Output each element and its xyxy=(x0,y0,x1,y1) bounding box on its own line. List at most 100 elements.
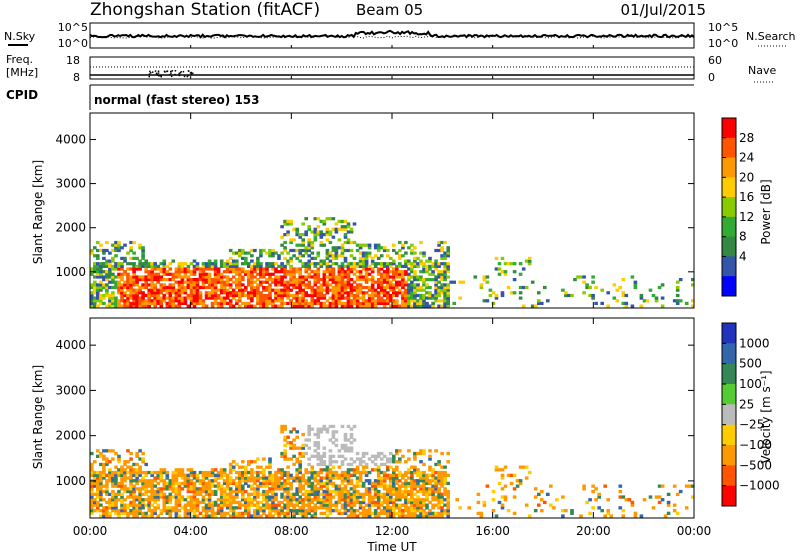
data-cell xyxy=(253,481,257,486)
data-cell xyxy=(684,484,689,488)
data-cell xyxy=(105,240,109,245)
data-cell xyxy=(99,248,103,253)
data-cell xyxy=(111,278,115,282)
data-cell xyxy=(108,270,112,274)
data-cell xyxy=(268,481,272,486)
data-cell xyxy=(370,299,375,303)
data-cell xyxy=(343,285,348,290)
data-cell xyxy=(533,487,538,491)
data-cell xyxy=(373,288,378,292)
data-cell xyxy=(204,489,209,494)
data-cell xyxy=(313,270,318,274)
data-cell xyxy=(382,272,387,276)
data-cell xyxy=(159,275,164,279)
data-cell xyxy=(543,285,547,290)
data-cell xyxy=(201,481,206,486)
data-cell xyxy=(183,291,188,295)
data-cell xyxy=(337,484,342,488)
data-cell xyxy=(660,484,665,488)
data-cell xyxy=(310,299,315,303)
data-cell xyxy=(364,270,369,274)
data-cell xyxy=(102,509,106,513)
data-cell xyxy=(277,487,281,491)
data-cell xyxy=(379,509,384,513)
data-cell xyxy=(201,514,206,518)
data-cell xyxy=(141,479,145,483)
data-cell xyxy=(244,473,248,477)
data-cell xyxy=(108,506,112,510)
data-cell xyxy=(129,503,133,507)
data-cell xyxy=(192,283,197,287)
data-cell xyxy=(346,449,351,453)
data-cell xyxy=(165,495,170,499)
data-cell xyxy=(111,285,115,290)
data-cell xyxy=(120,293,124,298)
data-cell xyxy=(428,259,432,263)
data-cell xyxy=(343,291,348,295)
data-cell xyxy=(376,454,381,458)
data-cell xyxy=(262,248,266,253)
data-cell xyxy=(292,462,296,467)
data-cell xyxy=(171,301,176,305)
data-cell xyxy=(168,500,173,505)
data-cell xyxy=(437,460,441,464)
data-cell xyxy=(512,262,517,266)
data-cell xyxy=(410,481,414,486)
data-cell xyxy=(262,495,266,499)
data-cell xyxy=(186,280,191,284)
data-cell xyxy=(482,299,487,303)
data-cell xyxy=(349,288,354,292)
data-cell xyxy=(123,304,127,308)
data-cell xyxy=(228,304,233,308)
data-cell xyxy=(310,487,315,491)
data-cell xyxy=(201,479,206,483)
data-cell xyxy=(370,288,375,292)
data-cell xyxy=(262,473,266,477)
data-cell xyxy=(256,301,260,305)
data-cell xyxy=(361,251,366,255)
data-cell xyxy=(153,495,157,499)
data-cell xyxy=(274,479,278,483)
data-cell xyxy=(322,481,327,486)
data-cell xyxy=(228,509,233,513)
data-cell xyxy=(443,476,447,480)
data-cell xyxy=(144,262,148,266)
data-cell xyxy=(325,248,330,253)
data-cell xyxy=(177,288,182,292)
data-cell xyxy=(150,264,154,268)
data-cell xyxy=(165,272,170,276)
data-cell xyxy=(177,487,182,491)
data-cell xyxy=(355,283,360,287)
data-cell xyxy=(207,259,212,263)
data-cell xyxy=(286,296,290,300)
data-cell xyxy=(259,262,263,266)
data-cell xyxy=(307,476,311,480)
data-cell xyxy=(407,262,411,266)
data-cell xyxy=(135,304,139,308)
data-cell xyxy=(304,248,308,253)
colorbar-segment xyxy=(722,465,736,487)
data-cell xyxy=(268,278,272,282)
data-cell xyxy=(313,283,318,287)
data-cell xyxy=(410,489,414,494)
data-cell xyxy=(379,476,384,480)
data-cell xyxy=(231,280,236,284)
data-cell xyxy=(446,264,450,268)
data-cell xyxy=(506,285,511,290)
data-cell xyxy=(105,473,109,477)
data-cell xyxy=(301,479,305,483)
data-cell xyxy=(386,457,390,461)
data-cell xyxy=(105,293,109,298)
data-cell xyxy=(180,275,185,279)
data-cell xyxy=(201,495,206,499)
data-cell xyxy=(295,291,299,295)
data-cell xyxy=(416,481,420,486)
data-cell xyxy=(304,275,308,279)
data-cell xyxy=(238,291,242,295)
data-cell xyxy=(307,248,311,253)
data-cell xyxy=(289,267,293,271)
data-cell xyxy=(93,264,97,268)
data-cell xyxy=(135,280,139,284)
data-cell xyxy=(96,267,100,271)
data-cell xyxy=(310,240,315,245)
